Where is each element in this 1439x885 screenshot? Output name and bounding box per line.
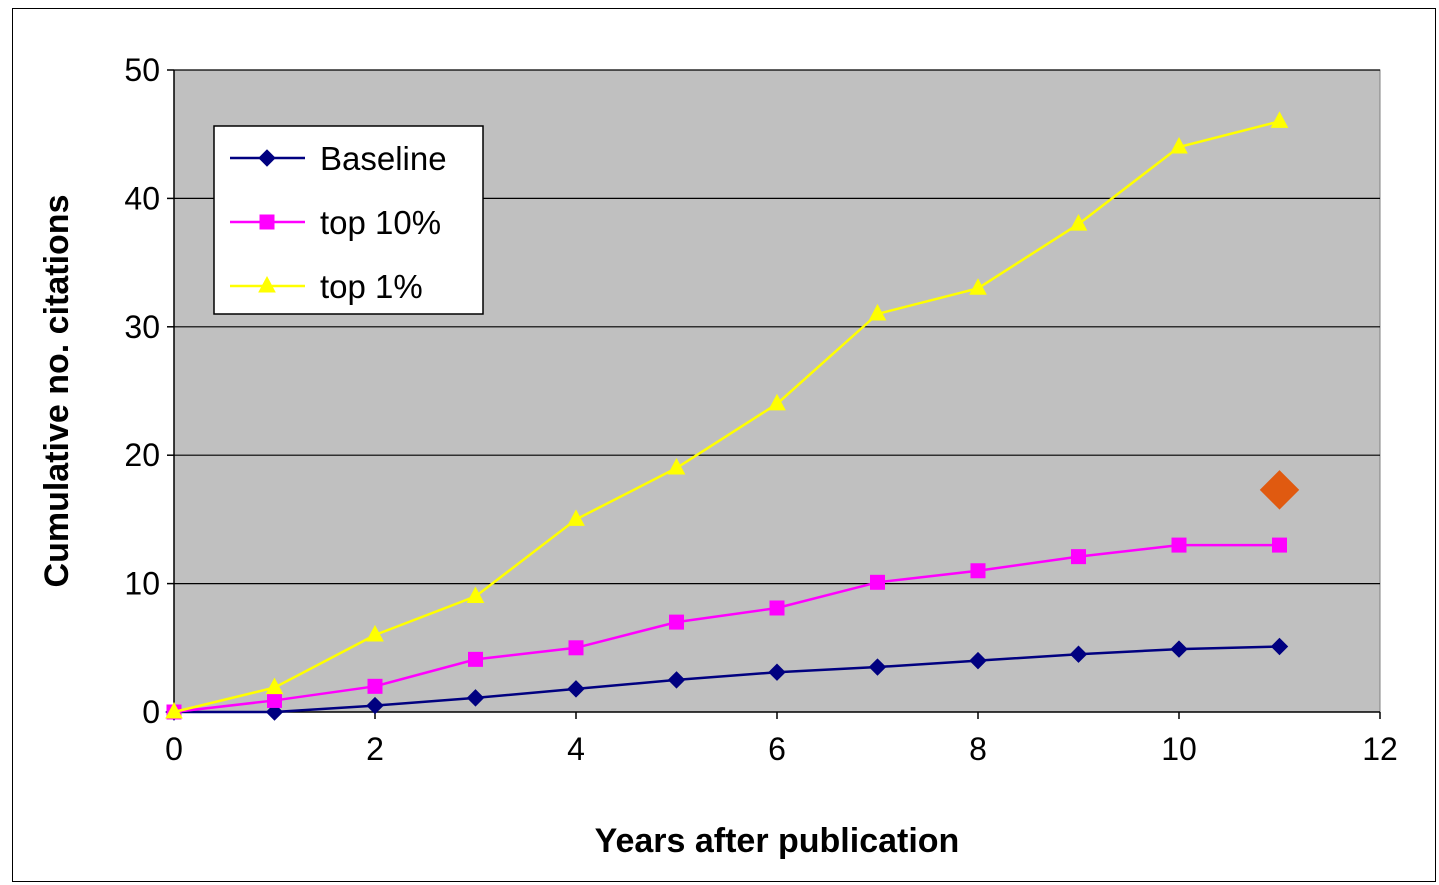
series-line-top-10 <box>173 543 1280 714</box>
point-top-10-3 <box>468 651 483 667</box>
legend-label-top-10: top 10% <box>320 204 441 241</box>
point-top-10-6 <box>769 600 785 616</box>
point-top-1-2 <box>366 624 384 642</box>
x-tick-label-8: 8 <box>969 731 987 767</box>
series-line-top-1 <box>173 120 1280 714</box>
point-baseline-5 <box>667 671 686 689</box>
y-tick-label-40: 40 <box>124 180 160 216</box>
point-top-1-10 <box>1170 136 1188 154</box>
point-top-1-7 <box>868 303 887 321</box>
tick-labels: 0 10 20 30 40 50 0 2 4 6 8 10 12 <box>124 52 1397 767</box>
legend-item-baseline: Baseline <box>230 140 447 177</box>
series-layer <box>165 111 1300 721</box>
point-top-10-1 <box>267 692 282 708</box>
point-top-1-5 <box>667 457 686 475</box>
legend-label-top-1: top 1% <box>320 268 423 305</box>
point-top-10-5 <box>669 614 684 630</box>
point-top-1-1 <box>265 677 284 695</box>
x-tick-label-2: 2 <box>366 731 384 767</box>
point-baseline-7 <box>868 658 887 676</box>
legend-marker-baseline <box>258 149 276 167</box>
point-baseline-2 <box>366 696 384 715</box>
point-baseline-3 <box>466 689 485 707</box>
x-axis-title: Years after publication <box>595 822 960 860</box>
x-tick-label-4: 4 <box>567 731 585 767</box>
point-top-10-9 <box>1071 549 1086 565</box>
point-top-10-7 <box>870 574 885 590</box>
legend-item-top-10: top 10% <box>230 204 441 241</box>
point-baseline-4 <box>567 680 585 698</box>
point-top-1-8 <box>969 278 987 295</box>
y-tick-label-30: 30 <box>124 309 160 345</box>
x-tick-label-12: 12 <box>1362 731 1398 767</box>
x-tick-label-0: 0 <box>165 731 183 767</box>
point-baseline-9 <box>1069 645 1088 663</box>
point-top-10-11 <box>1272 537 1287 553</box>
point-top-1-9 <box>1069 214 1088 231</box>
y-tick-label-20: 20 <box>124 437 160 473</box>
y-tick-label-50: 50 <box>124 52 160 88</box>
x-tick-label-6: 6 <box>768 731 786 767</box>
point-top-10-4 <box>568 640 584 656</box>
series-top-1 <box>165 111 1289 719</box>
point-top-1-6 <box>768 393 786 411</box>
x-tick-label-10: 10 <box>1161 731 1197 767</box>
point-baseline-10 <box>1170 640 1188 658</box>
point-top-1-4 <box>567 509 585 526</box>
extra-point-0 <box>1259 470 1300 510</box>
point-top-1-3 <box>466 586 485 603</box>
point-top-1-0 <box>165 701 183 719</box>
y-tick-label-0: 0 <box>142 694 160 730</box>
point-baseline-8 <box>969 651 987 670</box>
legend-label-baseline: Baseline <box>320 140 447 177</box>
point-top-10-2 <box>367 678 383 694</box>
y-axis-title: Cumulative no. citations <box>38 195 76 588</box>
series-line-baseline <box>174 645 1280 714</box>
point-baseline-1 <box>265 703 284 721</box>
series-top-10 <box>166 537 1287 720</box>
point-baseline-6 <box>768 663 786 681</box>
point-baseline-11 <box>1270 637 1289 656</box>
legend-item-top-1: top 1% <box>230 268 423 305</box>
y-tick-label-10: 10 <box>124 566 160 602</box>
point-top-1-11 <box>1270 111 1289 128</box>
legend-marker-top-10 <box>259 214 275 230</box>
point-top-10-10 <box>1171 537 1187 553</box>
legend: Baseline top 10% top 1% <box>213 125 484 315</box>
point-top-10-8 <box>970 563 986 579</box>
legend-marker-top-1 <box>258 275 276 293</box>
